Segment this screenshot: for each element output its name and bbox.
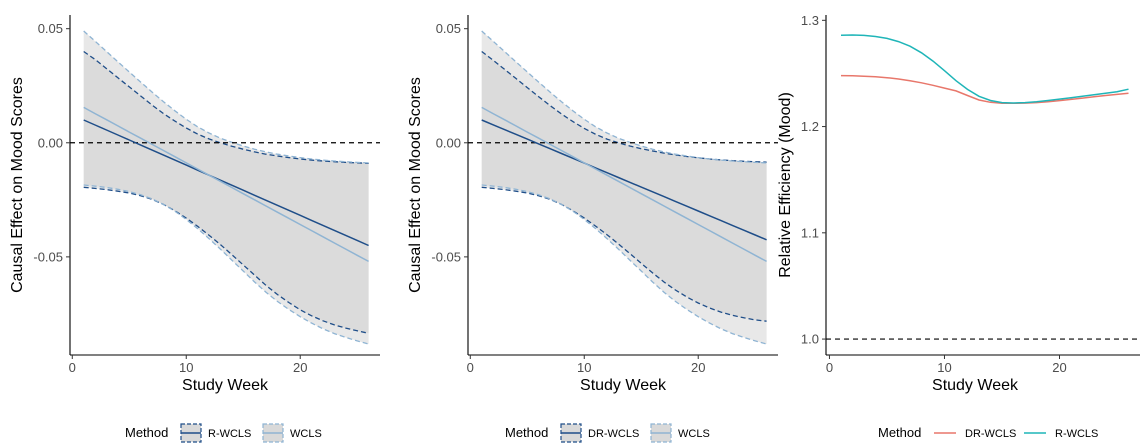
ci-lower-line-2 <box>481 184 767 345</box>
legend-entry-2: R-WCLS <box>1055 428 1098 440</box>
x-tick-label: 10 <box>577 360 591 375</box>
y-tick-label: 1.3 <box>801 13 819 28</box>
x-axis-title: Study Week <box>182 377 269 394</box>
x-tick-label: 0 <box>826 360 833 375</box>
x-tick-label: 10 <box>179 360 193 375</box>
legend: Method DR-WCLS R-WCLS <box>878 425 1098 440</box>
y-axis-title: Causal Effect on Mood Scores <box>407 77 424 293</box>
y-tick-label: 1.1 <box>801 225 819 240</box>
x-axis-title: Study Week <box>580 377 667 394</box>
x-axis-title: Study Week <box>932 377 1019 394</box>
series-line-1 <box>83 119 369 247</box>
ci-band-1 <box>481 51 767 322</box>
ci-upper-line-1 <box>83 50 369 164</box>
series-line-2 <box>481 106 767 263</box>
series-line-2 <box>840 34 1129 104</box>
chart-panel-2: 0 10 20 0.05 0.00 -0.05 Study Week Causal Effec… <box>407 15 778 443</box>
y-tick-label: -0.05 <box>431 249 461 264</box>
legend-entry-2: WCLS <box>290 428 322 440</box>
x-tick-label: 0 <box>69 360 76 375</box>
legend-entry-1: DR-WCLS <box>588 428 639 440</box>
y-tick-label: 1.0 <box>801 332 819 347</box>
y-axis-title: Causal Effect on Mood Scores <box>9 77 26 293</box>
legend-title: Method <box>125 425 168 440</box>
y-tick-label: 0.05 <box>38 21 63 36</box>
y-tick-label: 1.2 <box>801 119 819 134</box>
y-tick-label: 0.00 <box>436 135 461 150</box>
series-line-1 <box>840 74 1129 105</box>
series-line-2 <box>83 106 369 263</box>
ci-upper-line-1 <box>481 50 767 163</box>
ci-lower-line-1 <box>481 186 767 322</box>
ci-upper-line-2 <box>481 30 767 164</box>
legend: Method DR-WCLS WCLS <box>505 423 710 443</box>
ci-upper-line-2 <box>83 30 369 164</box>
ci-lower-line-2 <box>83 184 369 345</box>
x-tick-label: 10 <box>937 360 951 375</box>
legend-entry-2: WCLS <box>678 428 710 440</box>
y-tick-label: 0.00 <box>38 135 63 150</box>
legend-entry-1: DR-WCLS <box>965 428 1016 440</box>
series-line-1 <box>481 119 767 241</box>
x-tick-label: 20 <box>691 360 705 375</box>
x-tick-label: 0 <box>467 360 474 375</box>
ci-band-2 <box>481 31 767 344</box>
legend-title: Method <box>878 425 921 440</box>
x-tick-label: 20 <box>293 360 307 375</box>
y-tick-label: -0.05 <box>33 249 63 264</box>
y-axis-title: Relative Efficiency (Mood) <box>777 92 794 278</box>
legend-title: Method <box>505 425 548 440</box>
ci-band-1 <box>83 51 369 334</box>
chart-panel-1: 0 10 20 0.05 0.00 -0.05 Study Week Causal Effec… <box>9 15 380 443</box>
ci-band-2 <box>83 31 369 344</box>
legend: Method R-WCLS WCLS <box>125 423 322 443</box>
y-tick-label: 0.05 <box>436 21 461 36</box>
chart-panel-3: 0 10 20 1.0 1.1 1.2 1.3 Study Week Relative Effi… <box>777 13 1140 440</box>
x-tick-label: 20 <box>1052 360 1066 375</box>
legend-entry-1: R-WCLS <box>208 428 251 440</box>
